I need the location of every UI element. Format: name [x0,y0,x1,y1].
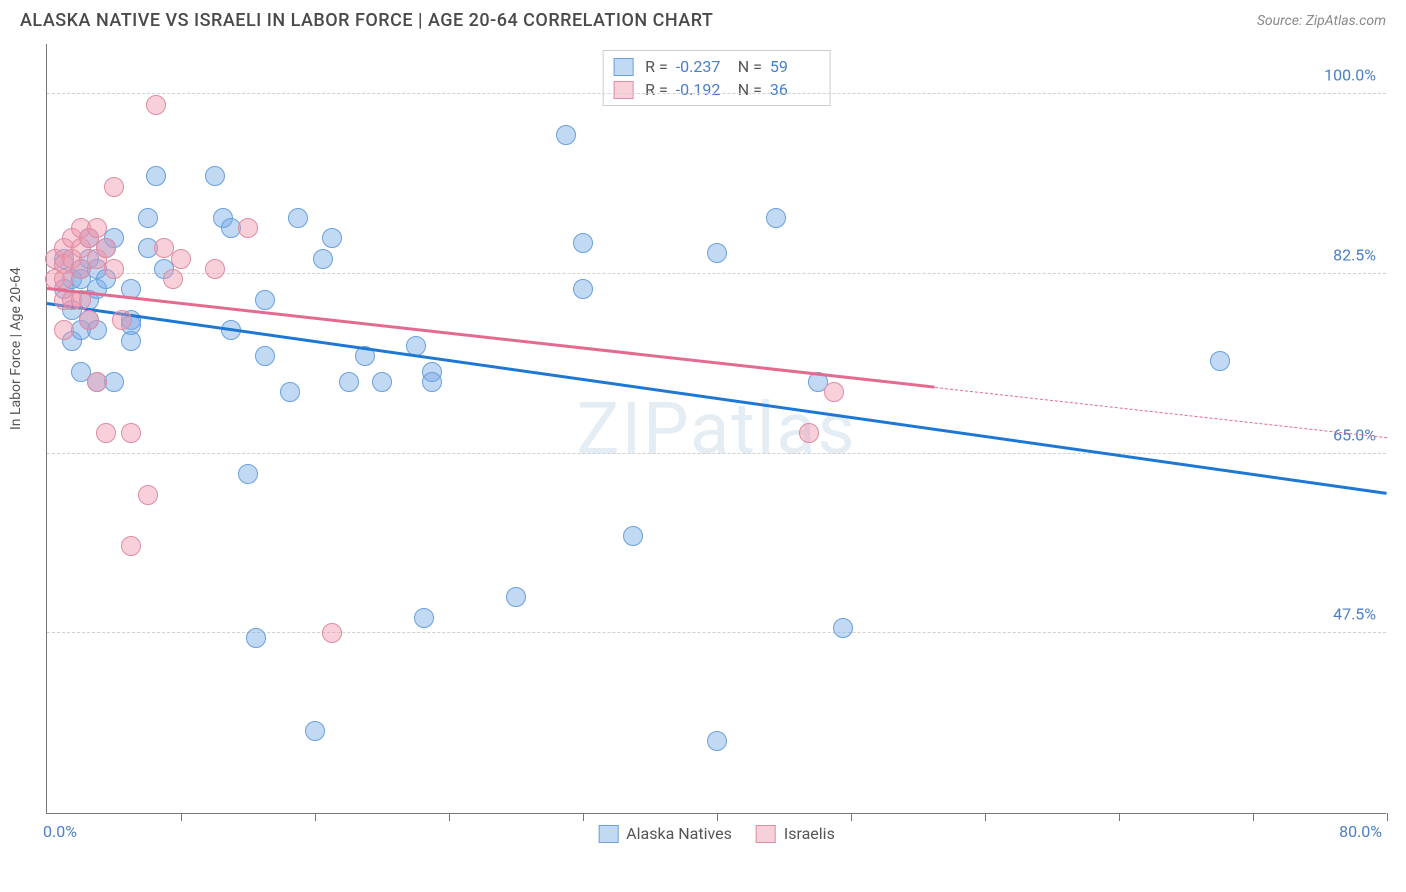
y-tick-label: 47.5% [1333,605,1376,624]
data-point [205,166,225,186]
data-point [79,310,99,330]
data-point [339,372,359,392]
scatter-plot-area: ZIPatlas R =-0.237N =59R =-0.192N =36 Al… [46,44,1386,814]
data-point [238,464,258,484]
x-tick [985,813,986,821]
n-label: N = [738,80,762,99]
data-point [305,721,325,741]
data-point [87,372,107,392]
data-point [322,623,342,643]
data-point [833,618,853,638]
y-tick-label: 100.0% [1324,66,1376,85]
x-tick [583,813,584,821]
data-point [163,269,183,289]
data-point [138,208,158,228]
data-point [623,526,643,546]
data-point [422,372,442,392]
data-point [766,208,786,228]
legend-row: R = -0.237 N = 59 [613,55,820,78]
data-point [238,218,258,238]
r-value: -0.192 [676,80,726,99]
n-value: 59 [770,57,820,76]
data-point [171,249,191,269]
data-point [414,608,434,628]
data-point [54,320,74,340]
source-attribution: Source: ZipAtlas.com [1257,13,1386,29]
legend-swatch [613,58,633,76]
data-point [799,423,819,443]
data-point [573,279,593,299]
legend-item: Alaska Natives [598,824,732,843]
data-point [824,382,844,402]
data-point [121,331,141,351]
data-point [112,310,132,330]
x-tick [449,813,450,821]
data-point [96,423,116,443]
x-tick [1387,813,1388,821]
r-label: R = [645,80,668,99]
data-point [205,259,225,279]
r-label: R = [645,57,668,76]
data-point [255,346,275,366]
data-point [87,218,107,238]
n-value: 36 [770,80,820,99]
data-point [146,166,166,186]
legend-swatch [598,825,618,843]
x-tick [717,813,718,821]
y-tick-label: 82.5% [1333,246,1376,265]
gridline [47,273,1386,274]
data-point [1210,351,1230,371]
chart-header: ALASKA NATIVE VS ISRAELI IN LABOR FORCE … [0,0,1406,39]
series-name: Alaska Natives [626,824,732,843]
data-point [104,259,124,279]
data-point [121,536,141,556]
data-point [707,731,727,751]
data-point [121,423,141,443]
data-point [707,243,727,263]
data-point [104,177,124,197]
x-tick [315,813,316,821]
data-point [255,290,275,310]
x-tick [1253,813,1254,821]
data-point [246,628,266,648]
x-tick [851,813,852,821]
data-point [280,382,300,402]
x-min-label: 0.0% [43,822,77,841]
data-point [372,372,392,392]
y-axis-label: In Labor Force | Age 20-64 [8,267,24,430]
correlation-legend: R = -0.237 N = 59 R = -0.192 N = 36 [602,50,831,106]
series-legend: Alaska Natives Israelis [598,824,835,843]
data-point [322,228,342,248]
n-label: N = [738,57,762,76]
x-tick [1119,813,1120,821]
legend-swatch [613,81,633,99]
data-point [556,125,576,145]
trend-line-extrapolated [935,387,1387,438]
data-point [138,485,158,505]
legend-row: R = -0.192 N = 36 [613,78,820,101]
data-point [313,249,333,269]
gridline [47,453,1386,454]
r-value: -0.237 [676,57,726,76]
trend-line [47,287,935,388]
chart-title: ALASKA NATIVE VS ISRAELI IN LABOR FORCE … [20,10,713,31]
series-name: Israelis [784,824,835,843]
data-point [288,208,308,228]
data-point [573,233,593,253]
x-max-label: 80.0% [1339,822,1382,841]
data-point [506,587,526,607]
gridline [47,93,1386,94]
data-point [96,238,116,258]
x-tick [181,813,182,821]
legend-swatch [756,825,776,843]
data-point [146,95,166,115]
legend-item: Israelis [756,824,835,843]
